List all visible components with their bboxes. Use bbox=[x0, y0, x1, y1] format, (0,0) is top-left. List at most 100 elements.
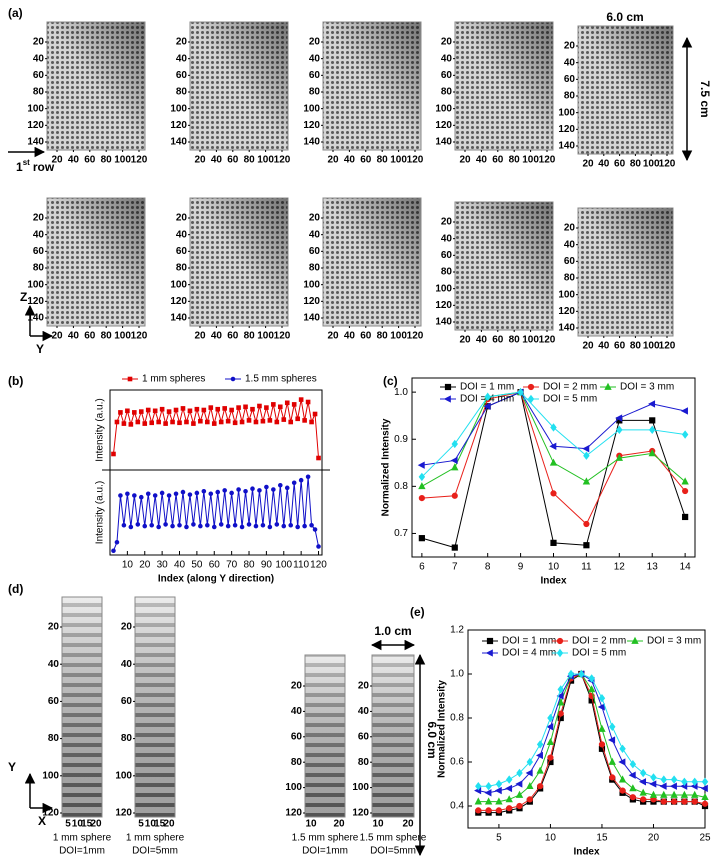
x-tick-label: 20 bbox=[51, 155, 63, 166]
legend-marker bbox=[485, 649, 493, 657]
legend-marker bbox=[486, 637, 494, 645]
point bbox=[484, 789, 492, 797]
legend-marker bbox=[127, 376, 133, 382]
x-tick-label: 120 bbox=[131, 155, 148, 166]
y-tick-label: 60 bbox=[309, 246, 321, 257]
y-tick-label: 100 bbox=[170, 279, 187, 290]
x-tick-label: 10 bbox=[72, 819, 84, 830]
point bbox=[163, 421, 168, 426]
legend-label: DOI = 3 mm bbox=[620, 382, 674, 393]
point bbox=[208, 491, 214, 497]
point bbox=[298, 477, 304, 483]
y-tick-label: 140 bbox=[303, 137, 320, 148]
point bbox=[302, 523, 307, 529]
y-tick-label: 120 bbox=[27, 120, 44, 131]
y-tick-label: 80 bbox=[291, 757, 303, 768]
x-tick-label: 100 bbox=[257, 155, 274, 166]
y-tick-label: 140 bbox=[27, 313, 44, 324]
x-tick-label: 120 bbox=[131, 331, 148, 342]
image-frame bbox=[322, 21, 422, 151]
point bbox=[536, 740, 544, 749]
point bbox=[670, 775, 678, 784]
point bbox=[616, 425, 623, 435]
point bbox=[598, 741, 606, 748]
width-label: 6.0 cm bbox=[606, 10, 643, 24]
y-tick-label: 120 bbox=[115, 808, 132, 819]
y-tick-label: 40 bbox=[291, 706, 303, 717]
point bbox=[639, 768, 647, 778]
strip-shade bbox=[62, 597, 102, 817]
x-tick-label: 100 bbox=[114, 331, 131, 342]
point bbox=[149, 420, 155, 426]
point bbox=[250, 486, 255, 492]
point bbox=[277, 404, 283, 410]
y-tick-label: 20 bbox=[176, 37, 188, 48]
point bbox=[250, 406, 255, 412]
x-tick-label: 120 bbox=[274, 155, 291, 166]
point bbox=[670, 790, 678, 798]
point bbox=[274, 419, 280, 425]
y-tick-label: 20 bbox=[176, 213, 188, 224]
x-tick-label: 13 bbox=[647, 562, 659, 573]
point bbox=[236, 487, 241, 492]
point bbox=[229, 407, 234, 413]
point bbox=[485, 807, 492, 814]
x-tick-label: 12 bbox=[614, 562, 626, 573]
legend-label: DOI = 1 mm bbox=[460, 382, 514, 393]
x-tick-label: 80 bbox=[101, 331, 113, 342]
row-word: row bbox=[33, 160, 55, 174]
point bbox=[156, 419, 161, 425]
x-tick-label: 80 bbox=[377, 331, 389, 342]
x-tick-label: 120 bbox=[310, 560, 327, 571]
point bbox=[138, 409, 144, 414]
x-tick-label: 100 bbox=[522, 335, 539, 346]
x-tick-label: 40 bbox=[68, 331, 80, 342]
point bbox=[537, 783, 544, 790]
point bbox=[118, 493, 123, 498]
x-tick-label: 60 bbox=[227, 155, 239, 166]
point bbox=[628, 771, 636, 779]
y-tick-label: 40 bbox=[176, 53, 188, 64]
point bbox=[516, 768, 523, 778]
point bbox=[578, 669, 585, 679]
y-tick-label: 60 bbox=[291, 731, 303, 742]
y-tick-label: 120 bbox=[42, 808, 59, 819]
legend-label: 1 mm spheres bbox=[142, 374, 205, 385]
point bbox=[305, 399, 311, 405]
y-tick-label: 80 bbox=[564, 273, 576, 284]
flood-map-shade bbox=[455, 22, 553, 150]
point bbox=[535, 751, 543, 760]
strip-caption: DOI=5mm bbox=[370, 846, 416, 857]
point bbox=[281, 417, 287, 422]
point bbox=[128, 524, 134, 530]
point bbox=[649, 417, 656, 424]
x-tick-label: 60 bbox=[227, 331, 239, 342]
x-tick-label: 120 bbox=[274, 331, 291, 342]
point bbox=[701, 777, 709, 787]
y-tick-label: 120 bbox=[285, 808, 302, 819]
flood-map-shade bbox=[47, 198, 145, 326]
y-tick-label: 40 bbox=[309, 53, 321, 64]
y-tick-label: 0.8 bbox=[394, 481, 408, 492]
point bbox=[557, 710, 564, 717]
point bbox=[128, 422, 134, 427]
flood-map-shade bbox=[323, 198, 421, 326]
point bbox=[111, 451, 116, 457]
y-tick-label: 1.2 bbox=[450, 625, 464, 636]
x-tick-label: 9 bbox=[518, 562, 524, 573]
point bbox=[681, 798, 688, 805]
point bbox=[583, 451, 590, 460]
x-tick-label: 80 bbox=[101, 155, 113, 166]
point bbox=[145, 407, 151, 413]
y-tick-label: 120 bbox=[170, 120, 187, 131]
y-tick-label: 60 bbox=[564, 74, 576, 85]
y-tick-label: 80 bbox=[48, 733, 60, 744]
point bbox=[194, 490, 200, 496]
y-tick-label: 100 bbox=[27, 103, 44, 114]
x-tick-label: 80 bbox=[377, 155, 389, 166]
point bbox=[246, 418, 252, 423]
point bbox=[312, 527, 318, 532]
point bbox=[659, 782, 667, 790]
y-tick-label: 20 bbox=[33, 213, 45, 224]
x-tick-label: 120 bbox=[539, 335, 556, 346]
